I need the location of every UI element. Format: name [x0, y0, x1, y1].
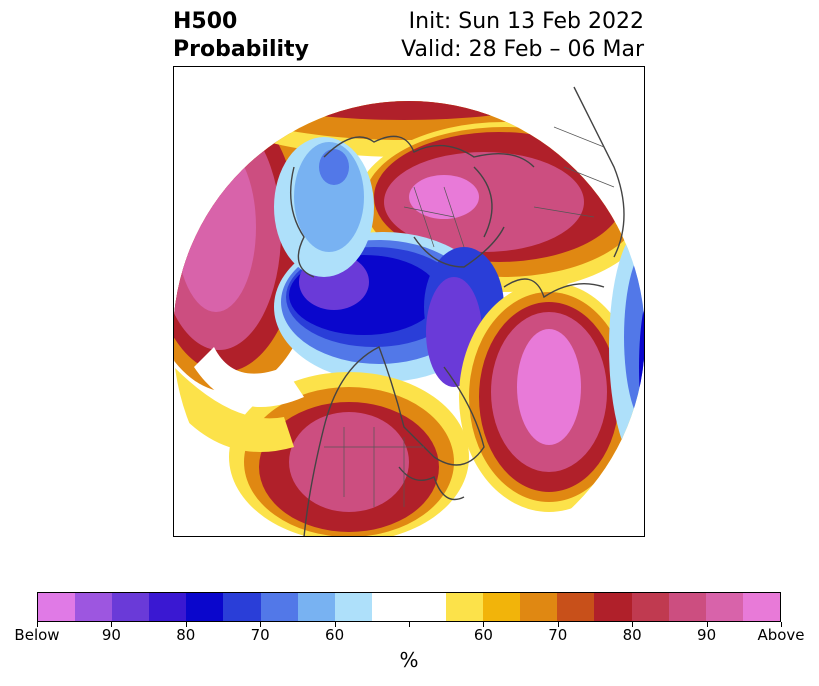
- coastlines: [289, 86, 625, 536]
- ring-north: [184, 101, 624, 157]
- colorbar-tick-label: 60: [473, 626, 493, 644]
- colorbar-segment: [297, 593, 335, 621]
- colorbar-label: %: [399, 648, 419, 672]
- colorbar-tick-mark: [37, 622, 38, 627]
- colorbar-segment: [668, 593, 706, 621]
- colorbar-segment: [371, 593, 409, 621]
- colorbar-tick-mark: [111, 622, 113, 627]
- colorbar-segment: [38, 593, 76, 621]
- colorbar-tick-mark: [706, 622, 708, 627]
- colorbar-segment: [631, 593, 669, 621]
- colorbar-segment: [408, 593, 447, 621]
- colorbar-tick-label: Above: [757, 626, 805, 644]
- colorbar-tick-label: 70: [548, 626, 568, 644]
- colorbar-segment: [520, 593, 558, 621]
- colorbar-tick-mark: [483, 622, 485, 627]
- colorbar-segment: [742, 593, 780, 621]
- colorbar-segment: [260, 593, 298, 621]
- colorbar-tick-label: 60: [325, 626, 345, 644]
- colorbar-tick-mark: [334, 622, 336, 627]
- anomaly-northwest-low: [274, 137, 374, 277]
- colorbar-segment: [112, 593, 150, 621]
- colorbar-segment: [149, 593, 187, 621]
- anomaly-east-high: [459, 282, 639, 512]
- colorbar-segment: [594, 593, 632, 621]
- colorbar-segment: [223, 593, 261, 621]
- anomaly-south-high: [229, 372, 469, 536]
- map-title: H500 Probability: [173, 8, 309, 64]
- map-panel: [173, 66, 645, 537]
- colorbar-tick-mark: [557, 622, 559, 627]
- colorbar-tick-label: 80: [622, 626, 642, 644]
- colorbar: [37, 592, 781, 622]
- colorbar-segment: [705, 593, 743, 621]
- probability-field: [174, 101, 644, 536]
- anomaly-east-low: [609, 227, 644, 467]
- borders: [324, 126, 615, 507]
- colorbar-tick-mark: [185, 622, 187, 627]
- colorbar-tick-label: Below: [14, 626, 60, 644]
- colorbar-tick-label: 90: [697, 626, 717, 644]
- colorbar-tick-mark: [260, 622, 262, 627]
- colorbar-tick-mark: [409, 622, 410, 627]
- colorbar-tick-mark: [632, 622, 634, 627]
- anomaly-southwest-arc: [174, 347, 304, 452]
- colorbar-segment: [75, 593, 113, 621]
- colorbar-tick-label: 70: [250, 626, 270, 644]
- colorbar-tick-mark: [781, 622, 782, 627]
- title-product: Probability: [173, 37, 309, 62]
- probability-map: [174, 86, 644, 536]
- map-dates: Init: Sun 13 Feb 2022 Valid: 28 Feb – 06…: [401, 8, 644, 64]
- colorbar-segment: [446, 593, 484, 621]
- colorbar-tick-label: 90: [101, 626, 121, 644]
- title-variable: H500: [173, 9, 238, 34]
- colorbar-segment: [334, 593, 372, 621]
- valid-period: Valid: 28 Feb – 06 Mar: [401, 37, 644, 62]
- colorbar-segment: [557, 593, 595, 621]
- colorbar-segment: [186, 593, 224, 621]
- init-date: Init: Sun 13 Feb 2022: [408, 9, 644, 34]
- colorbar-segment: [483, 593, 521, 621]
- colorbar-tick-label: 80: [176, 626, 196, 644]
